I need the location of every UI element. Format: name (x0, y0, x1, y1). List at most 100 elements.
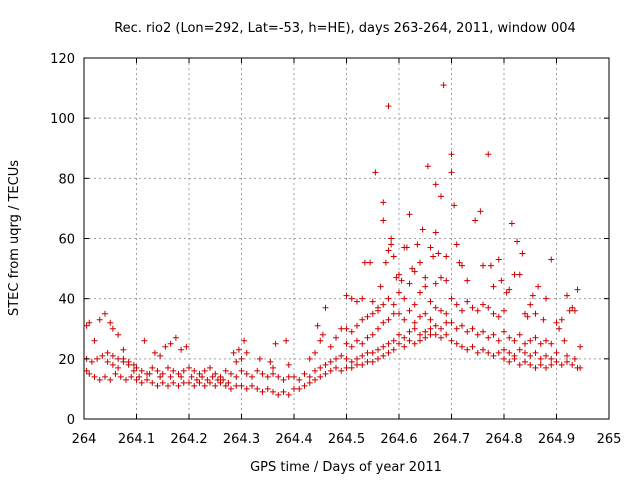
data-point (154, 367, 161, 374)
data-point (527, 352, 534, 359)
data-point (333, 355, 339, 362)
data-point (243, 349, 250, 356)
y-tick-label: 20 (58, 353, 75, 368)
data-point (432, 322, 439, 329)
data-point (569, 304, 576, 311)
data-point (317, 364, 324, 371)
data-point (385, 316, 392, 323)
x-tick-label: 264.6 (380, 432, 417, 447)
x-tick-label: 264 (72, 432, 97, 447)
data-point (327, 343, 334, 350)
data-point (178, 373, 185, 380)
data-point (338, 367, 345, 374)
data-point (180, 367, 187, 374)
data-point (469, 325, 476, 332)
data-point (157, 352, 164, 359)
chart-title: Rec. rio2 (Lon=292, Lat=-53, h=HE), days… (114, 21, 576, 36)
data-point (91, 337, 98, 344)
data-point (543, 364, 549, 371)
data-point (88, 358, 95, 365)
data-point (115, 355, 122, 362)
data-point (107, 319, 114, 326)
data-point (270, 370, 276, 377)
x-tick-label: 264.3 (223, 432, 260, 447)
data-point (485, 151, 492, 158)
data-point (432, 304, 439, 311)
data-point (448, 151, 455, 158)
data-point (178, 346, 185, 353)
data-point (343, 292, 350, 299)
data-point (138, 367, 145, 374)
data-point (133, 376, 140, 383)
data-point (548, 361, 555, 368)
data-point (566, 307, 573, 314)
data-point (432, 229, 439, 236)
data-point (490, 310, 497, 317)
data-point (511, 355, 518, 362)
data-point (175, 370, 182, 377)
data-point (485, 349, 492, 356)
data-point (270, 388, 276, 395)
data-point (398, 277, 405, 284)
data-point (296, 385, 303, 392)
data-point (375, 307, 381, 314)
data-point (301, 370, 308, 377)
data-point (558, 361, 565, 368)
data-point (577, 343, 584, 350)
data-point (375, 325, 381, 332)
data-point (432, 280, 439, 287)
data-point (514, 238, 521, 245)
data-point (508, 220, 515, 227)
data-point (519, 250, 526, 257)
data-point (217, 373, 224, 380)
data-point (459, 307, 465, 314)
data-point (543, 352, 549, 359)
data-point (380, 301, 387, 308)
data-point (141, 337, 148, 344)
data-point (558, 316, 565, 323)
data-point (109, 325, 116, 332)
data-point (364, 358, 371, 365)
data-point (104, 349, 111, 356)
data-point (396, 331, 402, 338)
data-point (120, 346, 127, 353)
data-point (382, 259, 389, 266)
data-point (503, 289, 510, 296)
data-point (317, 337, 324, 344)
data-point (419, 226, 426, 233)
data-point (243, 385, 250, 392)
data-point (448, 169, 455, 176)
data-point (280, 388, 287, 395)
data-point (453, 325, 460, 332)
data-point (228, 385, 234, 392)
data-point (372, 169, 379, 176)
data-point (495, 256, 502, 263)
data-point (406, 328, 413, 335)
data-point (115, 331, 122, 338)
data-point (136, 373, 143, 380)
data-point (375, 355, 381, 362)
data-point (427, 298, 434, 305)
data-point (275, 373, 282, 380)
data-point (451, 202, 458, 209)
data-point (443, 331, 450, 338)
data-point (369, 298, 376, 305)
data-point (406, 211, 413, 218)
data-points (83, 82, 584, 398)
data-point (280, 376, 287, 383)
data-point (396, 310, 402, 317)
data-point (495, 313, 502, 320)
x-tick-label: 264.8 (485, 432, 522, 447)
data-point (427, 325, 434, 332)
data-point (537, 361, 544, 368)
data-point (165, 364, 171, 371)
data-point (222, 367, 229, 374)
data-point (369, 331, 376, 338)
data-point (469, 343, 476, 350)
y-tick-label: 100 (50, 112, 75, 127)
data-point (249, 382, 255, 389)
data-point (448, 295, 455, 302)
data-point (301, 382, 308, 389)
data-point (369, 349, 376, 356)
